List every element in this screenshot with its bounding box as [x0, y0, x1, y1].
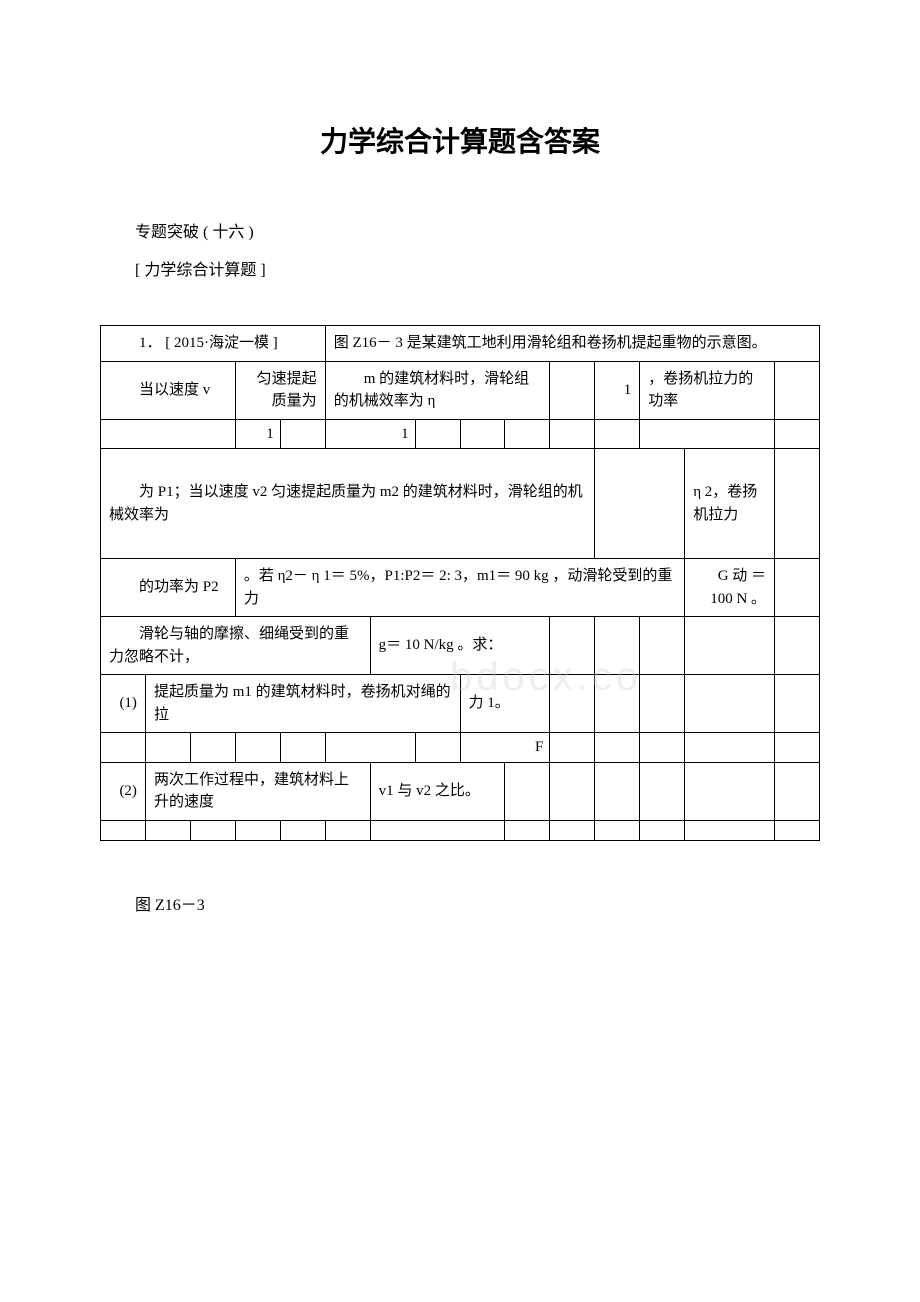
table-cell: [550, 361, 595, 419]
table-cell: [550, 617, 595, 675]
table-cell: [415, 733, 460, 763]
table-cell: [415, 419, 460, 449]
table-cell: [280, 733, 325, 763]
table-cell: 。若 η2－ η 1＝ 5%，P1:P2＝ 2: 3，m1＝ 90 kg ，动滑…: [235, 559, 684, 617]
subtitle-line-1: 专题突破 ( 十六 ): [135, 220, 820, 246]
table-cell: [685, 762, 775, 820]
table-cell: m 的建筑材料时，滑轮组的机械效率为 η: [325, 361, 550, 419]
table-cell: F: [460, 733, 550, 763]
table-cell: [550, 675, 595, 733]
table-cell: 1: [325, 419, 415, 449]
spacer: [100, 295, 820, 325]
table-cell: [595, 675, 640, 733]
table-row: 1． [ 2015·海淀一模 ] 图 Z16－ 3 是某建筑工地利用滑轮组和卷扬…: [101, 326, 820, 362]
table-cell: (1): [101, 675, 146, 733]
table-cell: [370, 820, 505, 840]
table-cell: [775, 559, 820, 617]
table-cell: [775, 733, 820, 763]
table-cell: [235, 820, 280, 840]
table-cell: [685, 617, 775, 675]
table-row: 滑轮与轴的摩擦、细绳受到的重力忽略不计， g＝ 10 N/kg 。求：: [101, 617, 820, 675]
table-cell: v1 与 v2 之比。: [370, 762, 505, 820]
table-cell: 当以速度 v: [101, 361, 236, 419]
table-row: 1 1: [101, 419, 820, 449]
table-row: [101, 820, 820, 840]
table-cell: [685, 733, 775, 763]
table-cell: [595, 733, 640, 763]
table-cell: 1: [595, 361, 640, 419]
table-row: (2) 两次工作过程中，建筑材料上升的速度 v1 与 v2 之比。: [101, 762, 820, 820]
table-cell: [595, 449, 685, 559]
table-cell: 为 P1；当以速度 v2 匀速提起质量为 m2 的建筑材料时，滑轮组的机械效率为: [101, 449, 595, 559]
table-cell: [775, 820, 820, 840]
table-cell: 的功率为 P2: [101, 559, 236, 617]
table-cell: 提起质量为 m1 的建筑材料时，卷扬机对绳的拉: [145, 675, 460, 733]
table-row: 的功率为 P2 。若 η2－ η 1＝ 5%，P1:P2＝ 2: 3，m1＝ 9…: [101, 559, 820, 617]
table-cell: [775, 449, 820, 559]
table-cell: [595, 617, 640, 675]
table-cell: [325, 733, 415, 763]
table-cell: [505, 820, 550, 840]
table-cell: [190, 820, 235, 840]
table-cell: [280, 820, 325, 840]
table-cell: [325, 820, 370, 840]
table-cell: [775, 361, 820, 419]
table-cell: [145, 820, 190, 840]
table-cell: 1: [235, 419, 280, 449]
table-cell: 匀速提起质量为: [235, 361, 325, 419]
content-table: 1． [ 2015·海淀一模 ] 图 Z16－ 3 是某建筑工地利用滑轮组和卷扬…: [100, 325, 820, 841]
table-cell: [775, 419, 820, 449]
document-title: 力学综合计算题含答案: [100, 120, 820, 160]
table-cell: g＝ 10 N/kg 。求：: [370, 617, 550, 675]
table-cell: [235, 733, 280, 763]
table-cell: [595, 762, 640, 820]
page-container: 力学综合计算题含答案 专题突破 ( 十六 ) [ 力学综合计算题 ] 1． [ …: [100, 120, 820, 915]
table-row: 为 P1；当以速度 v2 匀速提起质量为 m2 的建筑材料时，滑轮组的机械效率为…: [101, 449, 820, 559]
table-row: (1) 提起质量为 m1 的建筑材料时，卷扬机对绳的拉 力 1。: [101, 675, 820, 733]
table-cell: [505, 419, 550, 449]
table-cell: 图 Z16－ 3 是某建筑工地利用滑轮组和卷扬机提起重物的示意图。: [325, 326, 819, 362]
table-cell: G 动 ＝ 100 N 。: [685, 559, 775, 617]
table-cell: [595, 820, 640, 840]
table-cell: 滑轮与轴的摩擦、细绳受到的重力忽略不计，: [101, 617, 371, 675]
figure-label: 图 Z16－3: [135, 891, 820, 915]
table-cell: [595, 419, 640, 449]
table-cell: [550, 762, 595, 820]
table-cell: [640, 733, 685, 763]
table-cell: [775, 762, 820, 820]
table-cell: [685, 675, 775, 733]
table-cell: 两次工作过程中，建筑材料上升的速度: [145, 762, 370, 820]
table-cell: [640, 419, 775, 449]
table-cell: [280, 419, 325, 449]
table-cell: [685, 820, 775, 840]
table-cell: [640, 762, 685, 820]
table-cell: [775, 675, 820, 733]
subtitle-line-2: [ 力学综合计算题 ]: [135, 258, 820, 284]
table-cell: [145, 733, 190, 763]
table-cell: [550, 733, 595, 763]
table-cell: [775, 617, 820, 675]
table-cell: [550, 419, 595, 449]
table-cell: [640, 675, 685, 733]
table-cell: [505, 762, 550, 820]
table-row: 当以速度 v 匀速提起质量为 m 的建筑材料时，滑轮组的机械效率为 η 1 ，卷…: [101, 361, 820, 419]
table-cell: 力 1。: [460, 675, 550, 733]
table-row: F: [101, 733, 820, 763]
table-cell: [550, 820, 595, 840]
table-cell: [640, 617, 685, 675]
table-cell: [190, 733, 235, 763]
table-cell: [101, 820, 146, 840]
table-cell: [101, 419, 236, 449]
table-cell: [640, 820, 685, 840]
table-cell: ，卷扬机拉力的功率: [640, 361, 775, 419]
table-cell: [101, 733, 146, 763]
table-cell: 1． [ 2015·海淀一模 ]: [101, 326, 326, 362]
table-cell: η 2，卷扬机拉力: [685, 449, 775, 559]
table-cell: (2): [101, 762, 146, 820]
table-cell: [460, 419, 505, 449]
